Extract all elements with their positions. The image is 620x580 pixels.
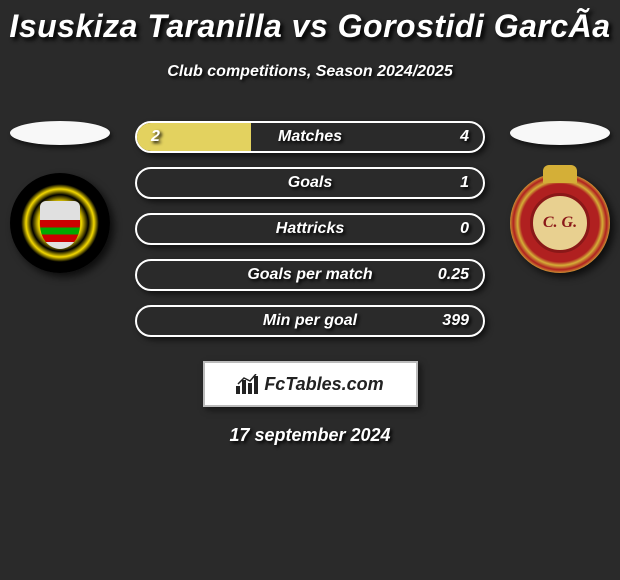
left-player-column	[0, 121, 120, 273]
stats-area: 2 Matches 4 Goals 1 Hattricks 0 Goals per match…	[0, 121, 620, 337]
left-player-photo	[10, 121, 110, 145]
stat-right-value: 399	[442, 312, 469, 330]
stat-left-value: 2	[151, 128, 160, 146]
brand-text: FcTables.com	[264, 374, 383, 395]
page-title: Isuskiza Taranilla vs Gorostidi GarcÃ­a	[0, 0, 620, 45]
right-player-column	[500, 121, 620, 273]
stat-rows: 2 Matches 4 Goals 1 Hattricks 0 Goals per match…	[135, 121, 485, 337]
stat-right-value: 1	[460, 174, 469, 192]
chart-icon	[236, 374, 258, 394]
stat-label: Goals per match	[247, 266, 372, 284]
stat-label: Goals	[288, 174, 332, 192]
stat-row: Hattricks 0	[135, 213, 485, 245]
stat-right-value: 0	[460, 220, 469, 238]
stat-label: Matches	[278, 128, 342, 146]
comparison-card: Isuskiza Taranilla vs Gorostidi GarcÃ­a …	[0, 0, 620, 580]
right-club-badge	[510, 173, 610, 273]
stat-row: Goals per match 0.25	[135, 259, 485, 291]
stat-row: Min per goal 399	[135, 305, 485, 337]
stat-right-value: 4	[460, 128, 469, 146]
stat-row: Goals 1	[135, 167, 485, 199]
subtitle: Club competitions, Season 2024/2025	[0, 63, 620, 81]
right-player-photo	[510, 121, 610, 145]
date-label: 17 september 2024	[0, 425, 620, 446]
brand-logo: FcTables.com	[203, 361, 418, 407]
stat-label: Min per goal	[263, 312, 357, 330]
left-club-badge	[10, 173, 110, 273]
stat-right-value: 0.25	[438, 266, 469, 284]
stat-label: Hattricks	[276, 220, 344, 238]
stat-row: 2 Matches 4	[135, 121, 485, 153]
